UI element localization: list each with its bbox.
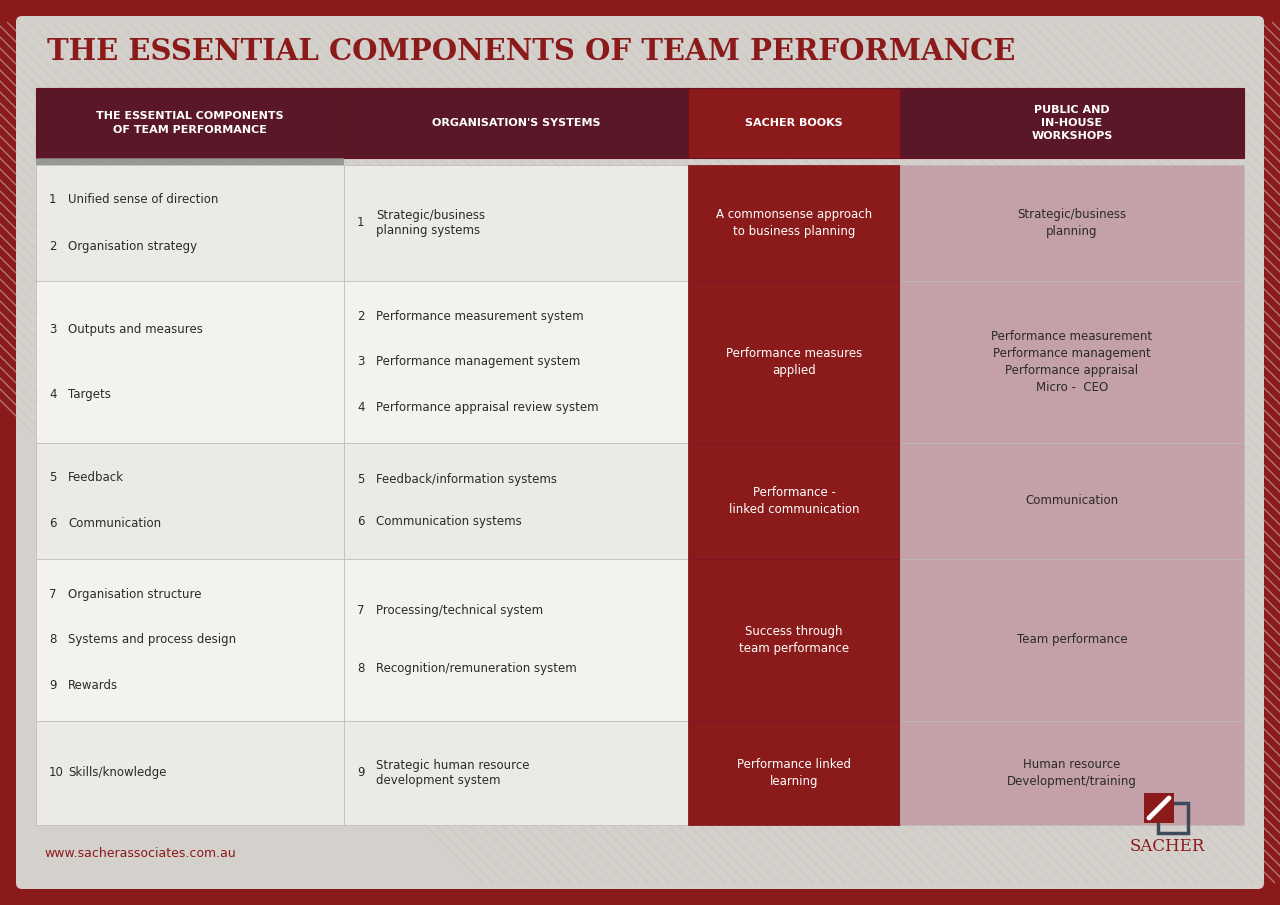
Text: Performance appraisal review system: Performance appraisal review system	[376, 401, 599, 414]
Bar	[689, 88, 900, 158]
Bar	[36, 281, 344, 443]
Text: 7: 7	[49, 588, 56, 601]
Bar	[900, 165, 1244, 281]
Bar	[36, 443, 344, 558]
Text: Systems and process design: Systems and process design	[68, 634, 236, 646]
Bar	[344, 281, 689, 443]
Text: 1: 1	[49, 194, 56, 206]
Bar	[344, 720, 689, 825]
Text: Strategic/business
planning systems: Strategic/business planning systems	[376, 209, 485, 237]
Bar	[900, 88, 1244, 158]
Text: Performance measurement
Performance management
Performance appraisal
Micro -  CE: Performance measurement Performance mana…	[991, 329, 1152, 394]
Bar	[900, 558, 1244, 720]
Text: SACHER: SACHER	[1129, 837, 1204, 854]
Text: Rewards: Rewards	[68, 679, 118, 691]
Text: ORGANISATION'S SYSTEMS: ORGANISATION'S SYSTEMS	[431, 118, 600, 128]
Text: Performance measures
applied: Performance measures applied	[726, 347, 863, 376]
Text: Communication systems: Communication systems	[376, 515, 522, 529]
FancyBboxPatch shape	[15, 16, 1265, 889]
Text: Communication: Communication	[1025, 494, 1119, 508]
Bar	[689, 558, 900, 720]
Bar	[689, 443, 900, 558]
Text: Organisation strategy: Organisation strategy	[68, 240, 197, 252]
Bar	[36, 165, 344, 281]
Text: 4: 4	[357, 401, 365, 414]
Text: Processing/technical system: Processing/technical system	[376, 604, 543, 617]
Text: 5: 5	[49, 472, 56, 484]
Text: 7: 7	[357, 604, 365, 617]
Text: 5: 5	[357, 473, 365, 487]
Bar	[344, 165, 689, 281]
Text: Strategic human resource
development system: Strategic human resource development sys…	[376, 759, 530, 786]
Text: 8: 8	[49, 634, 56, 646]
Text: Outputs and measures: Outputs and measures	[68, 323, 202, 336]
Bar	[900, 281, 1244, 443]
Bar	[689, 165, 900, 281]
Text: Organisation structure: Organisation structure	[68, 588, 201, 601]
Text: 9: 9	[49, 679, 56, 691]
Bar	[36, 88, 344, 158]
Text: PUBLIC AND
IN-HOUSE
WORKSHOPS: PUBLIC AND IN-HOUSE WORKSHOPS	[1032, 105, 1112, 141]
Text: 2: 2	[49, 240, 56, 252]
Text: Performance management system: Performance management system	[376, 356, 580, 368]
Text: Targets: Targets	[68, 387, 111, 401]
Text: Feedback: Feedback	[68, 472, 124, 484]
Text: Success through
team performance: Success through team performance	[739, 624, 849, 654]
Text: 9: 9	[357, 767, 365, 779]
Text: 2: 2	[357, 310, 365, 323]
Bar	[344, 443, 689, 558]
Text: Team performance: Team performance	[1016, 634, 1128, 646]
Text: Communication: Communication	[68, 518, 161, 530]
Text: THE ESSENTIAL COMPONENTS
OF TEAM PERFORMANCE: THE ESSENTIAL COMPONENTS OF TEAM PERFORM…	[96, 111, 284, 135]
Text: Unified sense of direction: Unified sense of direction	[68, 194, 219, 206]
Bar	[344, 88, 689, 158]
Bar	[900, 720, 1244, 825]
Text: 8: 8	[357, 662, 365, 675]
Text: 10: 10	[49, 767, 64, 779]
Text: THE ESSENTIAL COMPONENTS OF TEAM PERFORMANCE: THE ESSENTIAL COMPONENTS OF TEAM PERFORM…	[47, 37, 1015, 66]
Bar	[1144, 793, 1174, 823]
Text: 3: 3	[49, 323, 56, 336]
Text: Performance linked
learning: Performance linked learning	[737, 757, 851, 788]
Text: Strategic/business
planning: Strategic/business planning	[1018, 208, 1126, 238]
Bar	[900, 443, 1244, 558]
Text: 6: 6	[357, 515, 365, 529]
Text: Performance -
linked communication: Performance - linked communication	[728, 486, 859, 516]
Bar	[36, 558, 344, 720]
Bar	[36, 158, 344, 165]
Text: www.sacherassociates.com.au: www.sacherassociates.com.au	[44, 846, 236, 860]
Text: Recognition/remuneration system: Recognition/remuneration system	[376, 662, 577, 675]
Text: A commonsense approach
to business planning: A commonsense approach to business plann…	[716, 208, 872, 238]
Text: Performance measurement system: Performance measurement system	[376, 310, 584, 323]
Bar	[689, 281, 900, 443]
Text: 4: 4	[49, 387, 56, 401]
Text: Skills/knowledge: Skills/knowledge	[68, 767, 166, 779]
Text: 1: 1	[357, 216, 365, 229]
Bar	[344, 558, 689, 720]
Text: 6: 6	[49, 518, 56, 530]
Text: SACHER BOOKS: SACHER BOOKS	[745, 118, 842, 128]
Bar	[1158, 803, 1188, 833]
Text: Human resource
Development/training: Human resource Development/training	[1007, 757, 1137, 788]
Text: 3: 3	[357, 356, 365, 368]
Text: Feedback/information systems: Feedback/information systems	[376, 473, 557, 487]
Bar	[689, 720, 900, 825]
Bar	[36, 720, 344, 825]
